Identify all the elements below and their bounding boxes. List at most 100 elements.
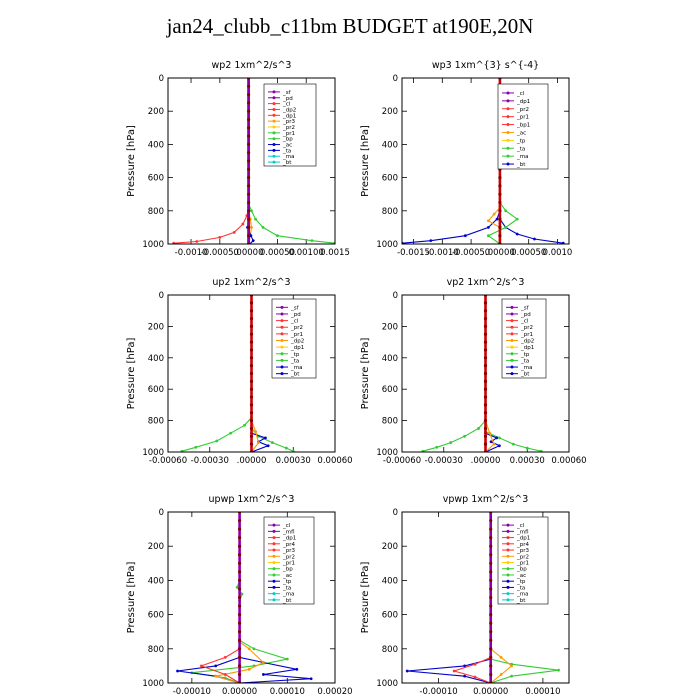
data-point [483, 419, 488, 423]
data-point [247, 84, 251, 88]
data-point [195, 240, 199, 243]
y-tick-label: 200 [148, 322, 164, 332]
data-point [489, 544, 493, 548]
legend-label: _tp [520, 352, 530, 358]
data-point [215, 439, 219, 443]
legend-marker [280, 372, 284, 376]
data-point [486, 234, 490, 238]
data-point [237, 647, 242, 651]
data-point [483, 395, 488, 399]
legend-marker [510, 339, 514, 342]
legend-label: _dp1 [282, 536, 296, 542]
legend-label: _ta [516, 585, 525, 591]
data-point [250, 226, 253, 229]
legend-label: _pd [520, 312, 531, 318]
legend-label: _dp1 [290, 345, 304, 351]
y-tick-label: 400 [148, 576, 164, 586]
data-point [498, 200, 502, 205]
data-point [247, 134, 251, 138]
data-point [310, 239, 314, 243]
legend-label: _pr2 [516, 107, 529, 113]
data-point [252, 647, 256, 651]
legend-marker [280, 345, 284, 349]
legend-label: _bp1 [516, 123, 530, 129]
y-tick-label: 800 [382, 645, 398, 655]
figure-title: jan24_clubb_c11bm BUDGET at190E,20N [166, 14, 534, 38]
legend-label: _bt [516, 598, 526, 604]
legend-marker [506, 561, 510, 564]
legend-label: _ta [290, 358, 299, 364]
data-point [249, 379, 254, 383]
legend-marker [280, 358, 284, 362]
legend-label: _dp2 [282, 107, 296, 113]
series-line [452, 512, 492, 683]
x-tick-label: 0.00010 [270, 687, 305, 697]
series-line [422, 295, 487, 452]
legend-label: _bt [282, 598, 292, 604]
data-point [492, 442, 496, 446]
legend: _cl_mfl_dp1_pr4_pr3_pr2_pr1_bp_ac_tp_ta_… [263, 516, 315, 605]
legend-label: _ta [282, 148, 291, 154]
legend-marker [510, 332, 514, 336]
data-point [200, 664, 203, 668]
legend-marker [280, 305, 284, 309]
data-point [499, 673, 503, 676]
data-point [237, 553, 242, 557]
legend-marker [272, 113, 276, 117]
x-tick-label: -0.0010 [426, 248, 459, 258]
data-point [483, 371, 488, 376]
data-point [276, 234, 279, 238]
legend-marker [506, 573, 510, 577]
data-point [561, 241, 565, 244]
data-point [247, 234, 251, 238]
data-point [498, 436, 501, 440]
data-point [504, 226, 508, 229]
y-tick-label: 600 [382, 611, 398, 621]
legend-label: _bp [282, 137, 293, 143]
data-point [525, 446, 529, 450]
y-tick-label: 1000 [376, 240, 398, 250]
x-tick-label: 0.00000 [222, 687, 257, 697]
data-point [232, 230, 236, 234]
data-point [237, 578, 242, 583]
legend-marker [272, 160, 276, 164]
legend-label: _tp [516, 138, 526, 144]
x-tick-label: 0.00060 [551, 456, 586, 466]
series-line [199, 512, 241, 683]
data-point [264, 436, 267, 440]
y-tick-label: 200 [382, 542, 398, 552]
data-point [515, 217, 519, 221]
data-point [194, 445, 198, 449]
y-tick-label: 0 [159, 74, 164, 84]
legend-marker [510, 372, 514, 376]
y-tick-label: 600 [148, 611, 164, 621]
data-point [421, 449, 425, 452]
x-tick-label: .00000 [471, 456, 501, 466]
legend-marker [272, 148, 276, 152]
legend-marker [280, 325, 284, 329]
x-tick-label: -0.00050 [201, 248, 239, 258]
panel-title: wp3 1xm^{3} s^{-4} [432, 60, 539, 71]
data-point [483, 309, 488, 313]
y-tick-label: 1000 [376, 679, 398, 689]
data-point [249, 309, 254, 313]
legend-label: _dp1 [516, 536, 530, 542]
legend-label: _ta [282, 585, 291, 591]
data-point [270, 441, 274, 444]
y-tick-label: 0 [393, 74, 398, 84]
data-point [483, 364, 488, 368]
data-point [483, 442, 488, 446]
plot-frame [401, 77, 570, 245]
legend-label: _pr2 [282, 554, 295, 560]
data-point [266, 444, 270, 448]
legend-marker [272, 107, 276, 111]
data-point [229, 431, 233, 435]
legend-label: _ac [516, 130, 526, 136]
plot-frame [401, 511, 570, 684]
data-point [495, 436, 499, 440]
x-tick-label: 0.00030 [510, 456, 545, 466]
legend: _cl _dp1 _pr2 _pr1 _bp1_ac _tp _ta _ma _bt [497, 83, 549, 170]
legend-marker [510, 319, 514, 323]
legend-marker [272, 542, 276, 546]
